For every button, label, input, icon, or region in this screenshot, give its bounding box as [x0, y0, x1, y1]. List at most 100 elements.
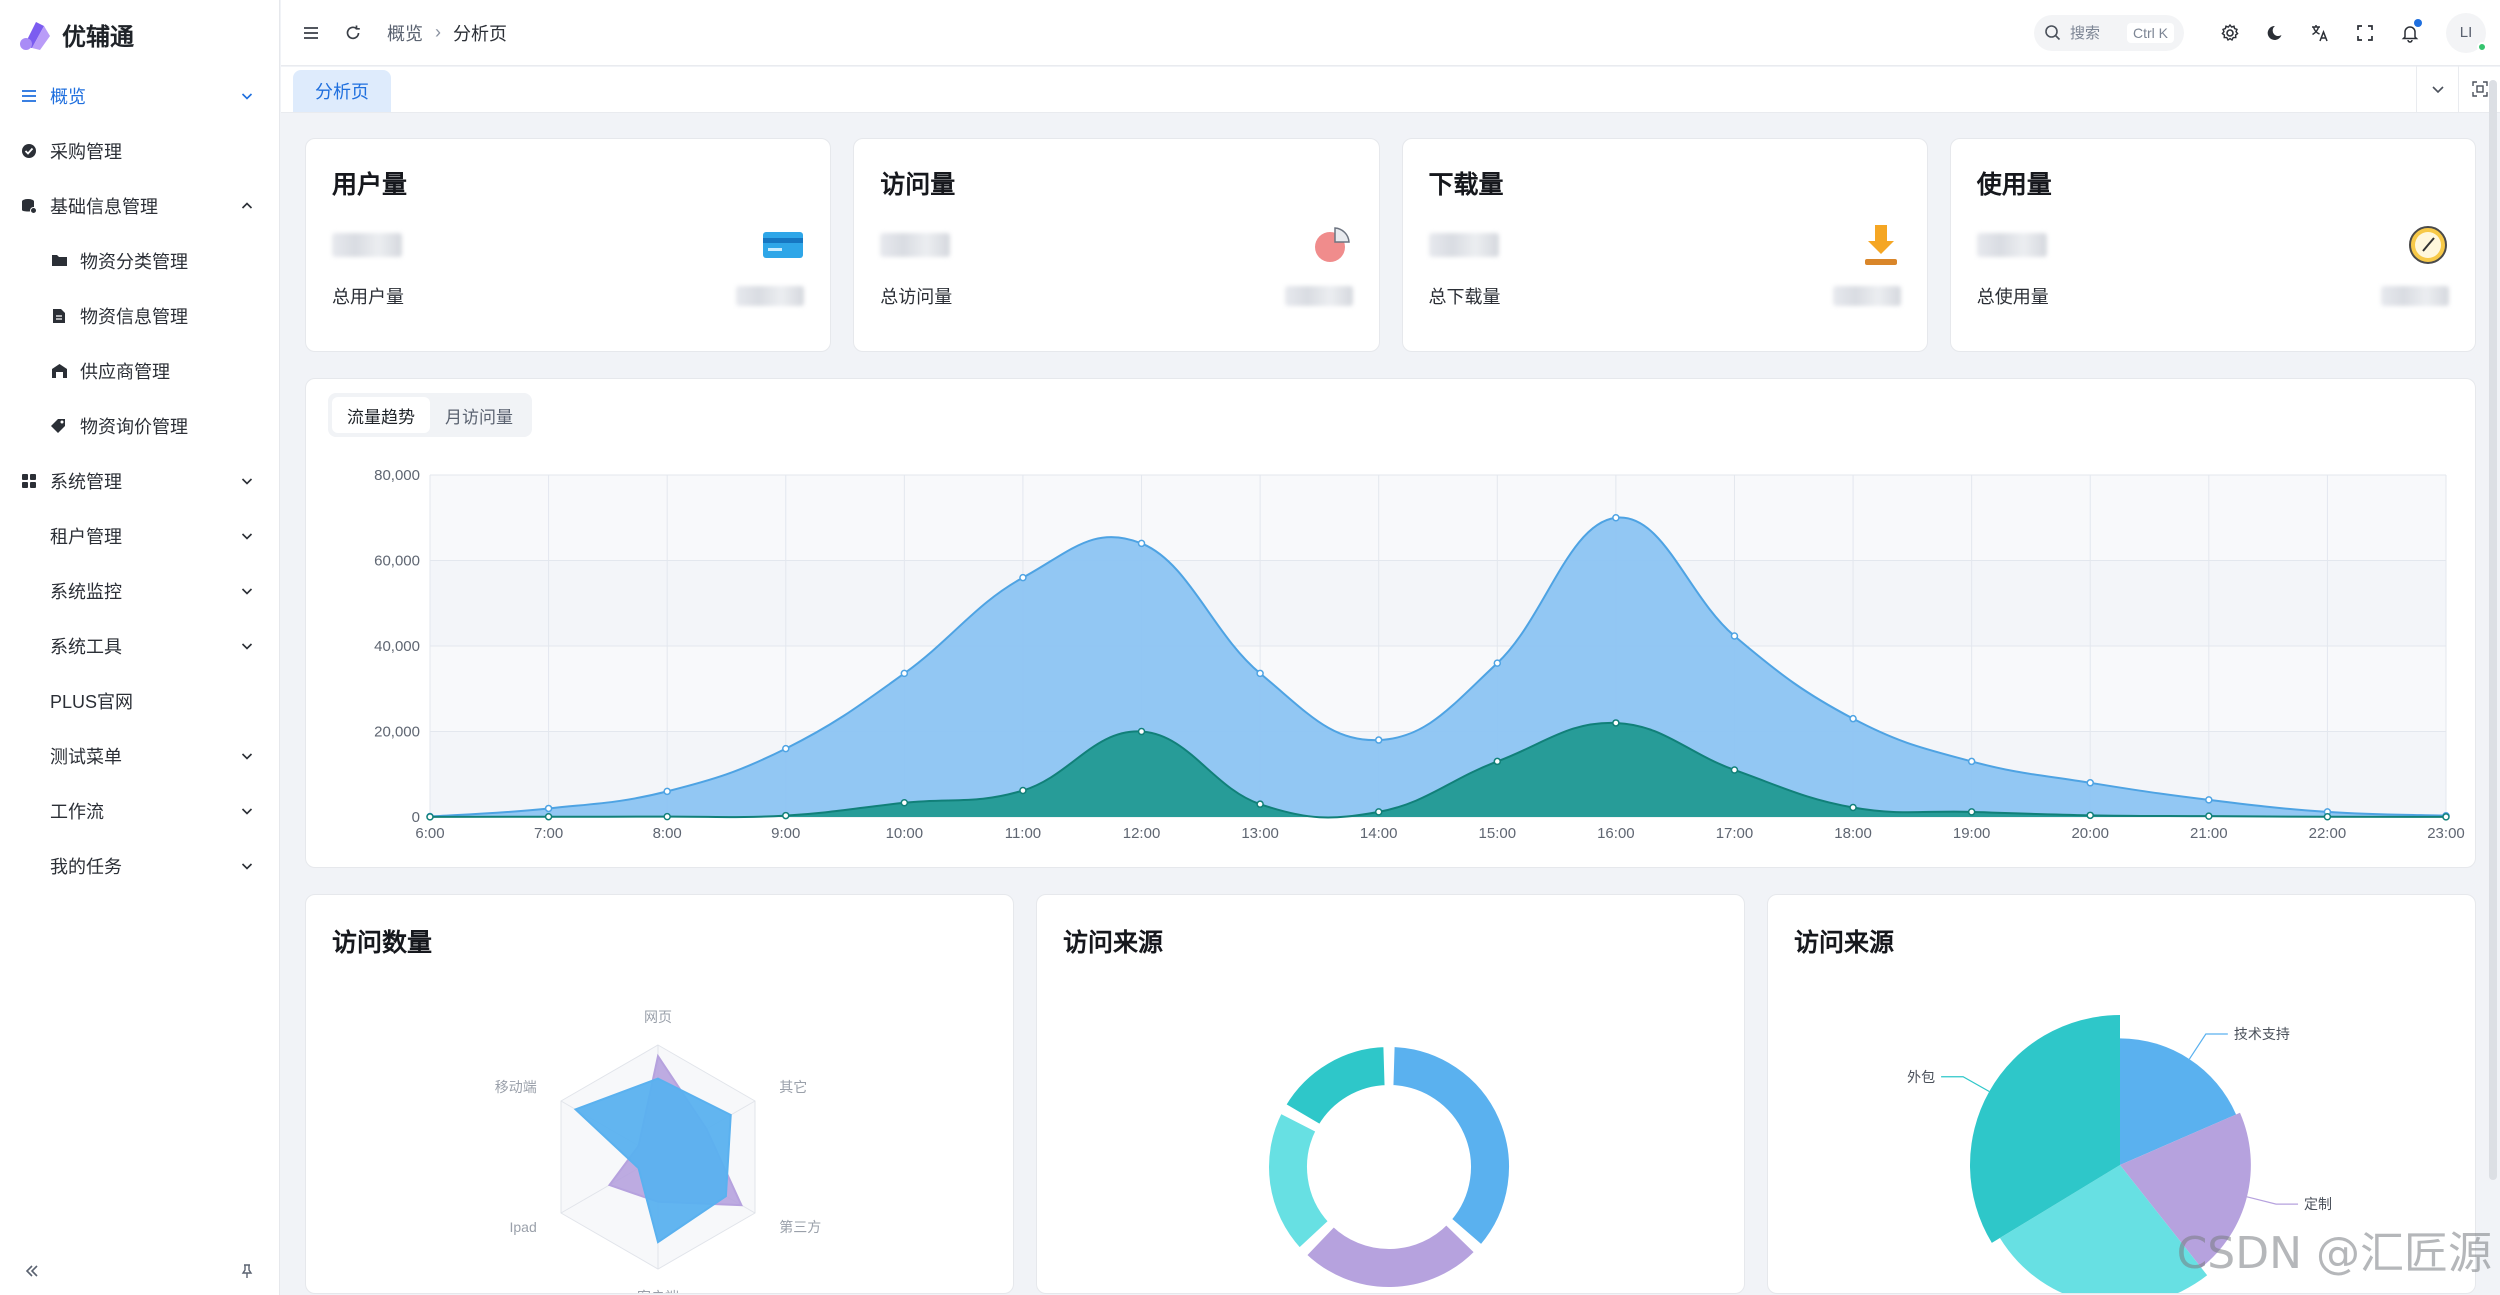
sidebar-item-label: 基础信息管理 [50, 196, 158, 217]
chevron-down-icon[interactable] [239, 748, 255, 764]
data-point [2323, 812, 2332, 821]
tab-analysis[interactable]: 分析页 [293, 70, 391, 112]
sidebar-item[interactable]: 供应商管理 [0, 343, 279, 398]
data-point [1967, 808, 1976, 816]
sidebar-item[interactable]: 采购管理 [0, 123, 279, 178]
tab-maximize-icon[interactable] [2458, 66, 2500, 112]
chevron-down-icon[interactable] [239, 88, 255, 104]
database-icon [20, 197, 38, 215]
breadcrumb-overview[interactable]: 概览 [387, 23, 423, 44]
stat-value-obscured [1976, 233, 2047, 257]
fullscreen-icon[interactable] [2347, 15, 2383, 51]
radar-indicator-label: Ipad [510, 1219, 537, 1235]
sidebar-item[interactable]: 物资询价管理 [0, 398, 279, 453]
stat-value-obscured [880, 233, 951, 257]
pie-slice [2120, 1112, 2251, 1268]
data-point [544, 804, 553, 813]
data-point [1137, 539, 1146, 548]
data-point [2205, 812, 2213, 820]
donut-slice [1281, 1043, 1389, 1129]
breadcrumb-separator-icon: › [435, 22, 441, 42]
sidebar-item[interactable]: 基础信息管理 [0, 178, 279, 233]
clock-icon [2409, 226, 2447, 264]
chevron-down-icon[interactable] [239, 473, 255, 489]
radar-indicator-label: 客户端 [637, 1289, 679, 1294]
x-tick-label: 23:00 [2427, 825, 2465, 842]
sidebar-item-label: 测试菜单 [50, 746, 122, 767]
app-name: 优辅通 [62, 23, 134, 51]
chevron-down-icon[interactable] [239, 528, 255, 544]
x-tick-label: 9:00 [771, 825, 800, 842]
series-area [430, 517, 2446, 817]
sidebar: 优辅通 概览采购管理基础信息管理物资分类管理 物资信息管理 供应商管理物资询价管理系… [0, 0, 280, 1295]
sidebar-menu: 概览采购管理基础信息管理物资分类管理 物资信息管理 供应商管理物资询价管理系统管理租… [0, 68, 279, 893]
chevron-down-icon[interactable] [239, 803, 255, 819]
sidebar-item-label: 物资询价管理 [80, 416, 188, 437]
stat-card-footer: 总下载量 [1428, 287, 1501, 307]
sidebar-item[interactable]: 租户管理 [0, 508, 279, 563]
page-scrollbar[interactable] [2489, 80, 2497, 1180]
chevron-up-icon[interactable] [239, 198, 255, 214]
sidebar-item[interactable]: 我的任务 [0, 838, 279, 893]
translate-icon[interactable] [2302, 15, 2338, 51]
y-tick-label: 0 [412, 809, 420, 826]
x-tick-label: 16:00 [1597, 825, 1635, 842]
sidebar-item[interactable]: 物资分类管理 [0, 233, 279, 288]
collapse-sidebar-icon[interactable] [18, 1257, 46, 1285]
sidebar-item[interactable]: 测试菜单 [0, 728, 279, 783]
sidebar-item[interactable]: 系统管理 [0, 453, 279, 508]
settings-gear-icon[interactable] [2212, 15, 2248, 51]
header-actions: 搜索 Ctrl K LI [2034, 12, 2500, 53]
panel-title: 访问来源 [1063, 929, 1164, 957]
stat-card-downloads: 下载量 总下载量 [1401, 138, 1928, 352]
segment-monthly-visits[interactable]: 月访问量 [445, 407, 513, 427]
logo[interactable]: 优辅通 [0, 0, 279, 68]
data-point [663, 787, 671, 796]
stat-card-footer: 总访问量 [880, 287, 953, 307]
data-point [1612, 514, 1620, 522]
sidebar-item-label: 概览 [50, 86, 86, 107]
dark-mode-moon-icon[interactable] [2257, 15, 2293, 51]
stat-total-obscured [2381, 286, 2449, 306]
menu-icon [20, 87, 38, 105]
sidebar-item-label: 租户管理 [50, 526, 122, 547]
pin-icon[interactable] [233, 1257, 261, 1285]
refresh-icon[interactable] [335, 15, 371, 51]
chevron-down-icon[interactable] [239, 583, 255, 599]
sidebar-item-label: 系统工具 [50, 636, 122, 657]
sidebar-item[interactable]: 系统工具 [0, 618, 279, 673]
sidebar-item[interactable]: 概览 [0, 68, 279, 123]
data-point [1493, 757, 1502, 766]
visit-count-panel: 访问数量 网页其它第三方客户端 Ipad 移动端 [305, 894, 1014, 1294]
x-tick-label: 14:00 [1360, 825, 1398, 842]
notification-bell-icon[interactable] [2392, 15, 2428, 51]
sidebar-item[interactable]: 工作流 [0, 783, 279, 838]
sidebar-item[interactable]: PLUS官网 [0, 673, 279, 728]
panel-title: 访问来源 [1794, 929, 1895, 957]
search-button[interactable]: 搜索 Ctrl K [2034, 14, 2184, 51]
trend-segmented-control: 流量趋势 月访问量 [328, 393, 532, 437]
sidebar-item[interactable]: 系统监控 [0, 563, 279, 618]
data-point [544, 812, 553, 821]
menu-toggle-icon[interactable] [293, 15, 329, 51]
chevron-down-icon[interactable] [239, 638, 255, 654]
segment-traffic-trend[interactable]: 流量趋势 [332, 397, 430, 433]
search-icon [2045, 24, 2061, 40]
data-point [1019, 573, 1027, 582]
pie-label-line [1941, 1076, 1990, 1092]
check-circle-icon [20, 142, 38, 160]
top-header: 概览 › 分析页 搜索 Ctrl K [281, 0, 2500, 66]
chevron-down-icon[interactable] [239, 858, 255, 874]
data-point [1967, 757, 1976, 766]
data-point [1256, 800, 1264, 808]
x-tick-label: 17:00 [1716, 825, 1754, 842]
watermark-text: CSDN @汇匠源 [2176, 1228, 2492, 1279]
sidebar-item[interactable]: 物资信息管理 [0, 288, 279, 343]
y-tick-label: 40,000 [374, 638, 420, 655]
user-avatar[interactable]: LI [2446, 12, 2487, 53]
pie-slice [2120, 1038, 2237, 1165]
donut-chart [1265, 1043, 1513, 1291]
tab-dropdown-chevron-icon[interactable] [2416, 66, 2458, 112]
